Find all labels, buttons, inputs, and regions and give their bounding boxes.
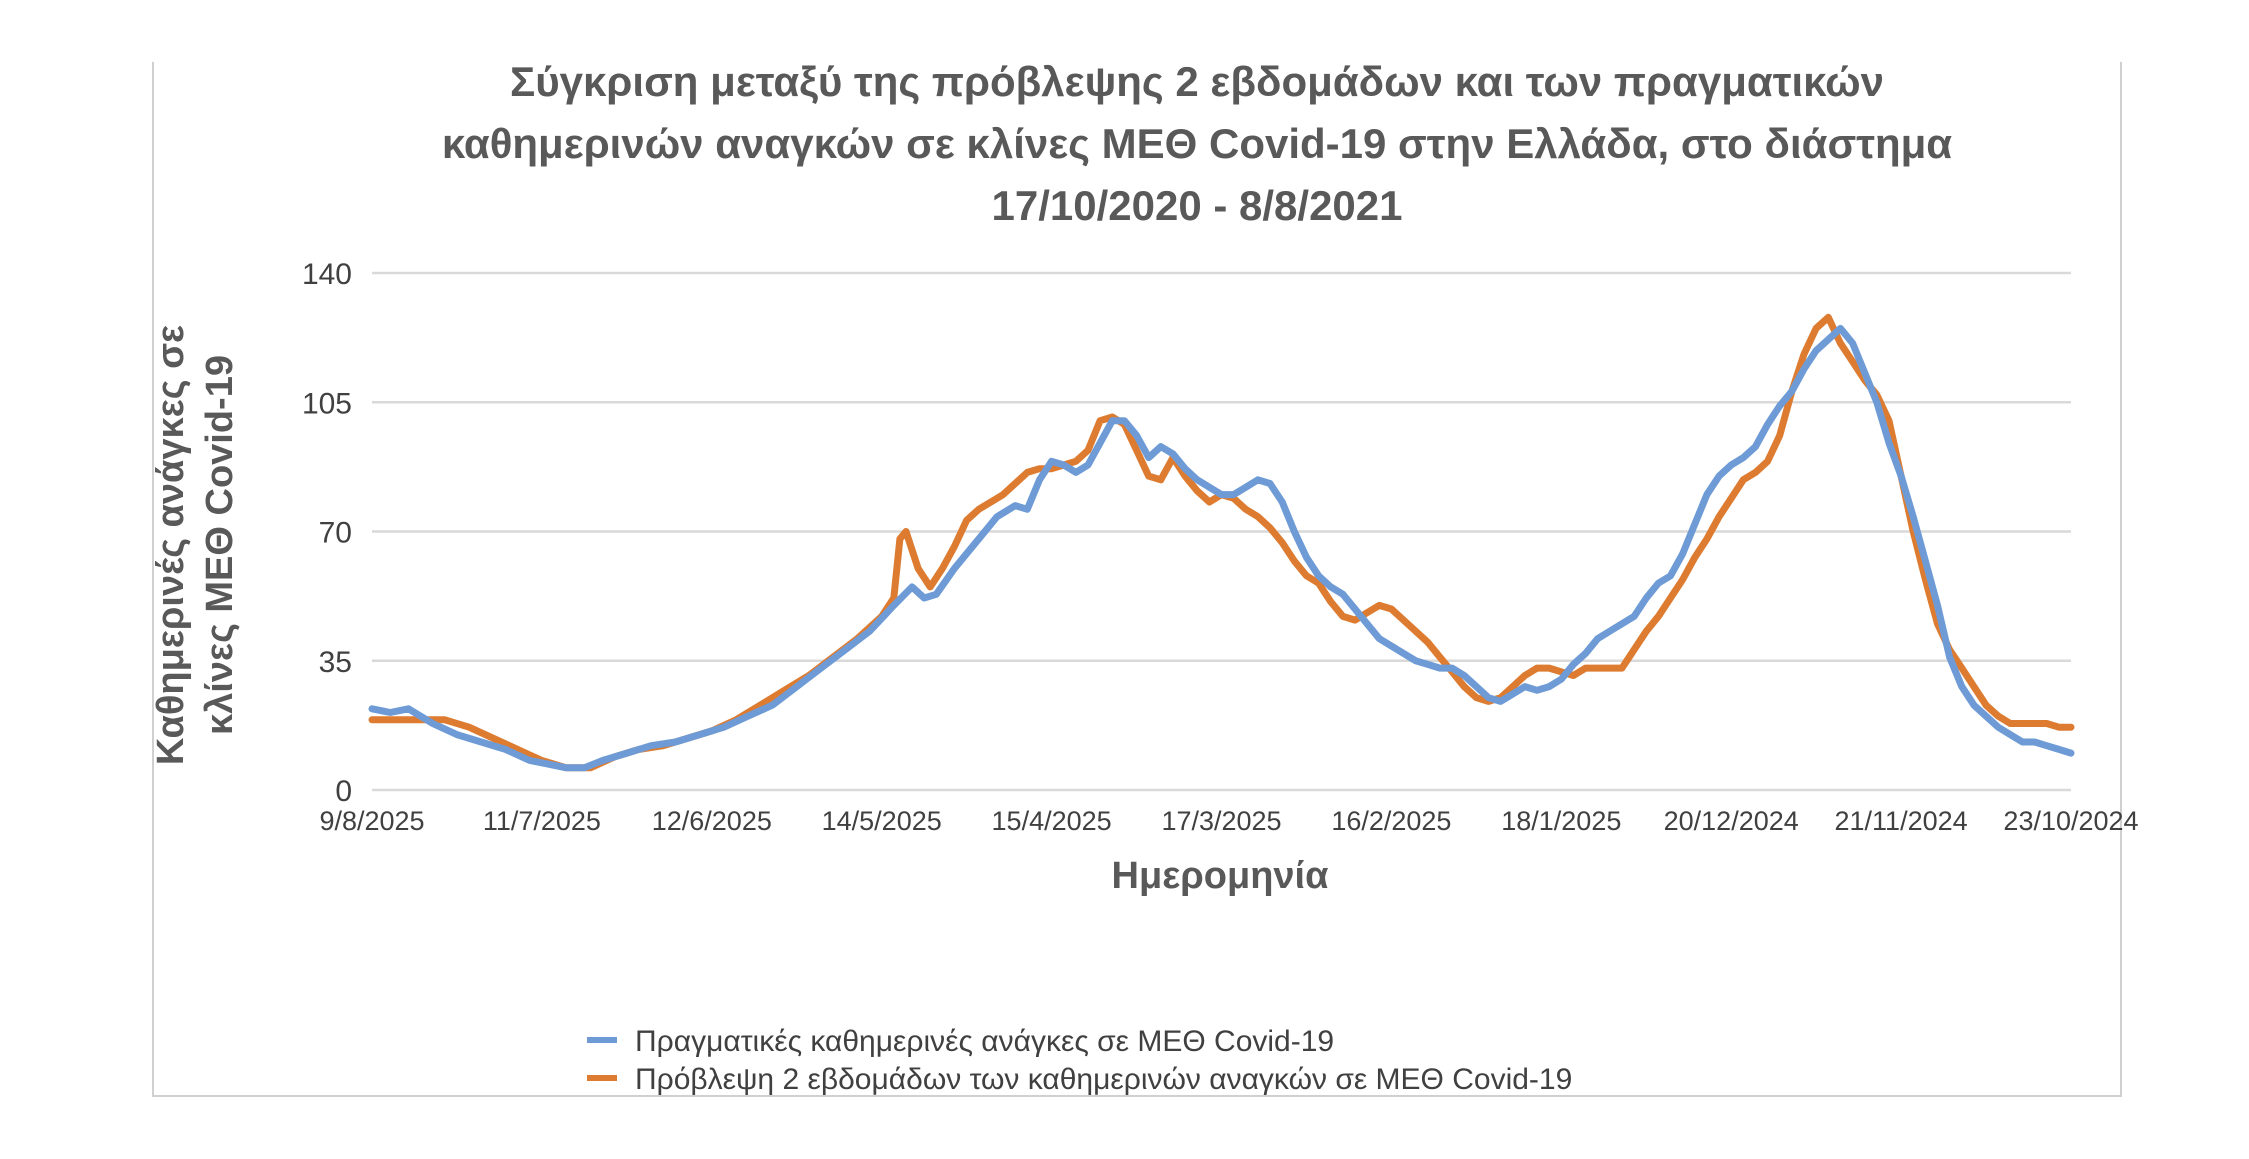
legend: Πραγματικές καθημερινές ανάγκες σε ΜΕΘ C…	[587, 1025, 1572, 1096]
y-axis-title-line-1: Καθημερινές ανάγκες σε	[150, 325, 192, 765]
legend-label: Πρόβλεψη 2 εβδομάδων των καθημερινών ανα…	[635, 1063, 1572, 1096]
series-lines	[368, 313, 2075, 772]
series-line-0	[368, 324, 2075, 772]
chart-title-line-3: 17/10/2020 - 8/8/2021	[991, 182, 1402, 229]
y-tick-label: 70	[319, 517, 352, 550]
x-axis-title: Ημερομηνία	[1112, 855, 1329, 897]
y-axis-title-line-2: κλίνες ΜΕΘ Covid-19	[199, 355, 241, 735]
x-axis-ticks: 9/8/2025 11/7/2025 12/6/2025 14/5/2025 15/4/…	[319, 806, 2138, 836]
x-tick-label: 15/4/2025	[992, 806, 1112, 836]
y-axis-ticks: 0 35 70 105 140	[302, 258, 352, 808]
x-tick-label: 20/12/2024	[1664, 806, 1799, 836]
y-axis-title: Καθημερινές ανάγκες σε κλίνες ΜΕΘ Covid-…	[150, 325, 241, 765]
gridlines	[372, 271, 2071, 792]
x-tick-label: 11/7/2025	[483, 806, 601, 836]
series-line-1	[368, 313, 2075, 772]
x-tick-label: 16/2/2025	[1331, 806, 1451, 836]
x-tick-label: 14/5/2025	[822, 806, 942, 836]
chart-title-line-1: Σύγκριση μεταξύ της πρόβλεψης 2 εβδομάδω…	[510, 58, 1884, 105]
x-tick-label: 21/11/2024	[1835, 806, 1968, 836]
y-tick-label: 105	[302, 387, 352, 420]
x-tick-label: 23/10/2024	[2003, 806, 2138, 836]
y-tick-label: 140	[302, 258, 352, 291]
x-tick-label: 17/3/2025	[1161, 806, 1281, 836]
y-tick-label: 0	[335, 775, 352, 808]
x-tick-label: 9/8/2025	[319, 806, 424, 836]
chart-title-line-2: καθημερινών αναγκών σε κλίνες ΜΕΘ Covid-…	[442, 120, 1952, 167]
chart-title: Σύγκριση μεταξύ της πρόβλεψης 2 εβδομάδω…	[442, 58, 1952, 229]
legend-label: Πραγματικές καθημερινές ανάγκες σε ΜΕΘ C…	[635, 1025, 1334, 1058]
x-tick-label: 18/1/2025	[1501, 806, 1621, 836]
chart-frame	[152, 62, 2122, 1097]
x-tick-label: 12/6/2025	[652, 806, 772, 836]
y-tick-label: 35	[319, 646, 352, 679]
